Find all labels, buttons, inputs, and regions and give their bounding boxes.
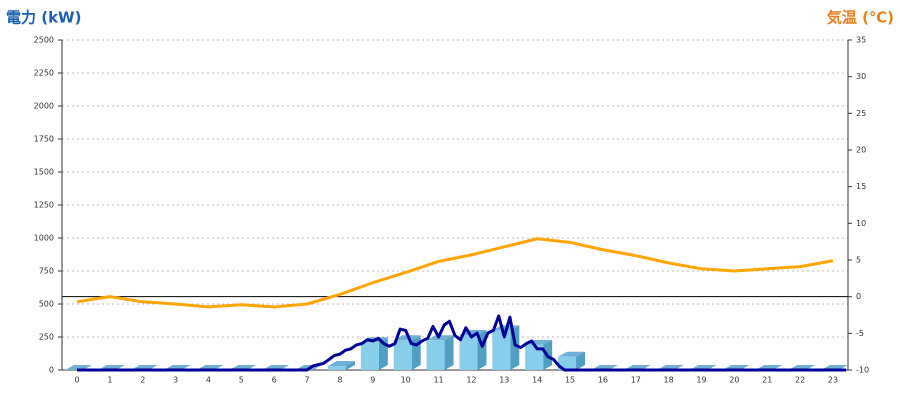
- x-tick-label: 15: [565, 376, 575, 385]
- y2-tick-label: 30: [856, 72, 866, 81]
- x-tick-label: 18: [664, 376, 674, 385]
- x-tick-label: 14: [532, 376, 542, 385]
- x-tick-label: 13: [499, 376, 509, 385]
- x-tick-label: 16: [598, 376, 608, 385]
- bar-top: [393, 335, 421, 341]
- y2-axis-title: 気温 (℃): [827, 9, 894, 27]
- y2-tick-label: 20: [856, 146, 866, 155]
- y-tick-label: 1750: [34, 135, 54, 144]
- y2-tick-label: 10: [856, 219, 866, 228]
- y-tick-label: 2250: [34, 69, 54, 78]
- x-tick-label: 12: [466, 376, 476, 385]
- bar-top: [327, 361, 355, 367]
- x-tick-label: 3: [173, 376, 178, 385]
- bar-top: [459, 330, 487, 336]
- bar-side: [411, 335, 421, 370]
- y-tick-label: 1500: [34, 168, 54, 177]
- y2-tick-label: 35: [856, 36, 866, 45]
- y2-tick-label: 0: [856, 292, 861, 301]
- bar-side: [345, 361, 355, 370]
- line: [77, 314, 847, 372]
- bar: [393, 340, 412, 370]
- x-tick-label: 11: [433, 376, 443, 385]
- y2-tick-label: 15: [856, 182, 866, 191]
- bar-side: [576, 351, 586, 370]
- y2-tick-label: 25: [856, 109, 866, 118]
- y-tick-label: 500: [39, 300, 54, 309]
- y2-tick-label: 5: [856, 256, 861, 265]
- bar-top: [426, 335, 454, 341]
- y-tick-label: 750: [39, 267, 54, 276]
- bar: [459, 335, 478, 370]
- y-tick-label: 0: [49, 366, 54, 375]
- x-tick-label: 2: [140, 376, 145, 385]
- x-tick-label: 19: [696, 376, 706, 385]
- y2-tick-label: -5: [856, 329, 864, 338]
- x-tick-label: 9: [370, 376, 375, 385]
- x-tick-label: 21: [762, 376, 772, 385]
- y-tick-label: 1000: [34, 234, 54, 243]
- y-tick-label: 2500: [34, 36, 54, 45]
- x-tick-label: 6: [272, 376, 277, 385]
- bar: [492, 330, 511, 370]
- x-tick-label: 20: [729, 376, 739, 385]
- x-tick-label: 4: [206, 376, 211, 385]
- x-tick-label: 5: [239, 376, 244, 385]
- y-tick-label: 1250: [34, 201, 54, 210]
- bar-side: [444, 335, 454, 370]
- x-tick-label: 10: [401, 376, 411, 385]
- bar: [426, 340, 445, 370]
- y-tick-label: 250: [39, 333, 54, 342]
- x-tick-label: 22: [795, 376, 805, 385]
- x-tick-label: 7: [305, 376, 310, 385]
- y-tick-label: 2000: [34, 102, 54, 111]
- y-axis-title: 電力 (kW): [6, 9, 81, 27]
- bar: [327, 366, 346, 370]
- bar: [360, 342, 379, 370]
- x-tick-label: 8: [337, 376, 342, 385]
- bar-top: [558, 351, 586, 357]
- x-tick-label: 17: [631, 376, 641, 385]
- line: [76, 237, 834, 309]
- x-tick-label: 0: [74, 376, 79, 385]
- x-tick-label: 1: [107, 376, 112, 385]
- bar: [525, 344, 544, 370]
- x-tick-label: 23: [828, 376, 838, 385]
- y2-tick-label: -10: [856, 366, 869, 375]
